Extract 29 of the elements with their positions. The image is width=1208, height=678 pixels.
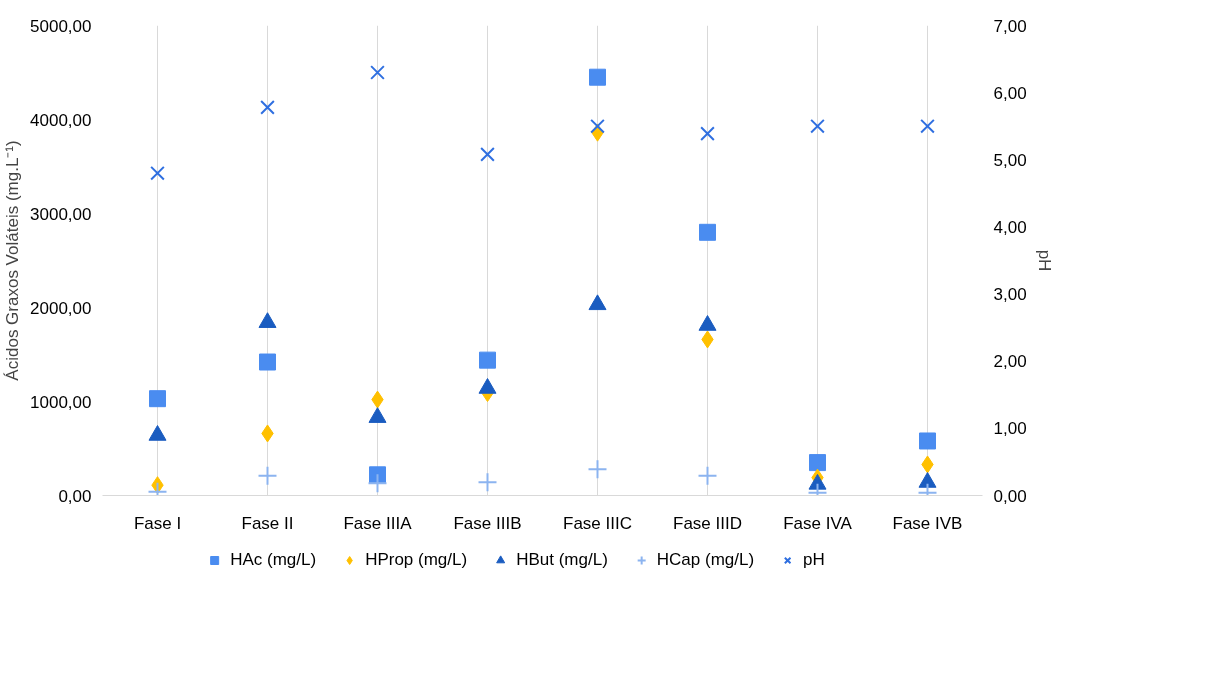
y-tick-label: 3000,00: [30, 204, 92, 224]
y2-tick-label: 1,00: [993, 419, 1027, 439]
y2-tick-label: 0,00: [993, 486, 1027, 506]
y2-tick-label: 6,00: [993, 83, 1027, 103]
legend-label: HProp (mg/L): [365, 550, 468, 570]
legend-label: HCap (mg/L): [656, 550, 755, 570]
y-tick-label: 0,00: [58, 486, 92, 506]
legend-label: pH: [803, 550, 825, 570]
y-tick-label: 1000,00: [30, 392, 92, 412]
y-tick-label: 4000,00: [30, 110, 92, 130]
x-tick-label: Fase II: [241, 513, 294, 533]
legend-label: HBut (mg/L): [516, 550, 608, 570]
x-tick-label: Fase IVB: [892, 513, 963, 533]
x-tick-label: Fase I: [133, 513, 182, 533]
y2-axis-title: pH: [1034, 249, 1054, 272]
x-tick-label: Fase IIID: [673, 513, 742, 533]
legend-label: HAc (mg/L): [230, 550, 317, 570]
y2-tick-label: 3,00: [993, 285, 1027, 305]
y-tick-label: 5000,00: [30, 16, 92, 36]
y-axis-title: Ácidos Graxos Voláteis (mg.L⁻¹): [3, 140, 23, 381]
y-tick-label: 2000,00: [30, 298, 92, 318]
x-tick-label: Fase IVA: [783, 513, 853, 533]
x-tick-label: Fase IIIC: [563, 513, 632, 533]
x-tick-label: Fase IIIB: [453, 513, 522, 533]
x-tick-label: Fase IIIA: [343, 513, 413, 533]
y2-tick-label: 4,00: [993, 217, 1027, 237]
y2-tick-label: 5,00: [993, 150, 1027, 170]
y2-tick-label: 7,00: [993, 16, 1027, 36]
y2-tick-label: 2,00: [993, 352, 1027, 372]
